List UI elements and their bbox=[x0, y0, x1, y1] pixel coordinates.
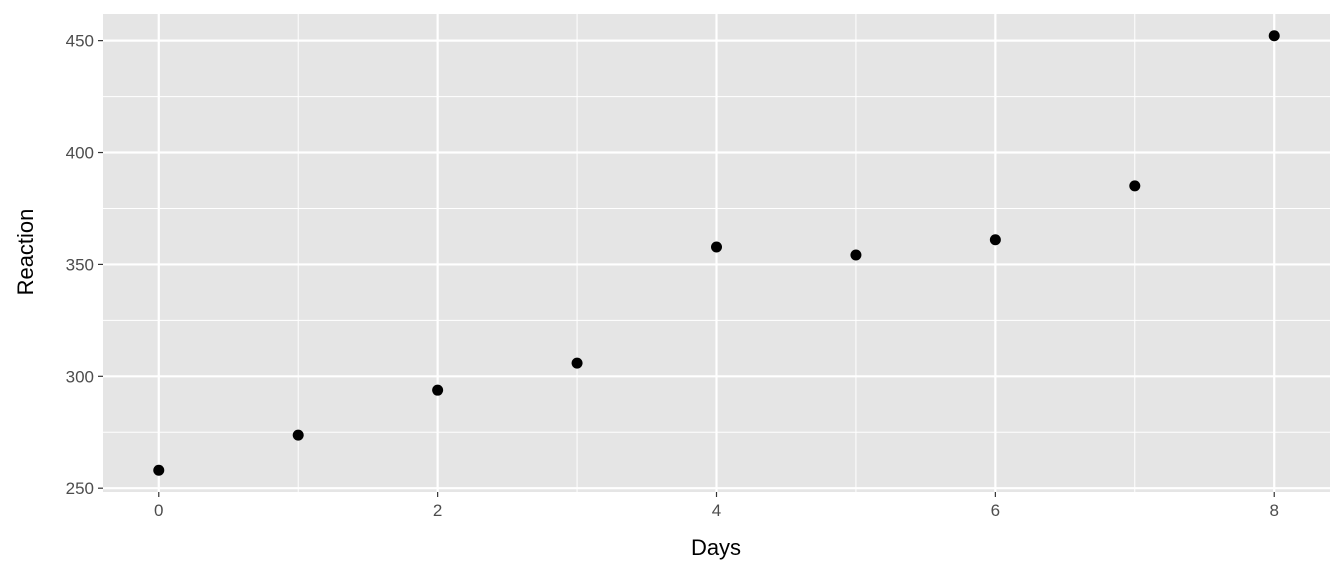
data-points bbox=[153, 30, 1280, 476]
x-axis-title: Days bbox=[691, 535, 741, 560]
x-tick-label: 8 bbox=[1269, 501, 1278, 520]
data-point bbox=[850, 249, 862, 261]
axes: 250 300 350 400 450 0 2 4 6 8 bbox=[66, 32, 1279, 520]
data-point bbox=[1268, 30, 1280, 42]
data-point bbox=[1129, 180, 1141, 192]
x-tick-label: 0 bbox=[154, 501, 163, 520]
data-point bbox=[292, 429, 304, 441]
data-point bbox=[711, 241, 722, 253]
y-tick-label: 450 bbox=[66, 32, 94, 51]
x-tick-label: 4 bbox=[712, 501, 721, 520]
y-tick-label: 300 bbox=[66, 367, 94, 386]
x-tick-label: 2 bbox=[433, 501, 442, 520]
data-point bbox=[989, 234, 1001, 246]
data-point bbox=[432, 384, 444, 396]
data-point bbox=[153, 464, 165, 476]
x-tick-label: 6 bbox=[991, 501, 1000, 520]
gridlines bbox=[103, 14, 1330, 492]
data-point bbox=[571, 357, 583, 369]
y-tick-label: 400 bbox=[66, 144, 94, 163]
y-axis-title: Reaction bbox=[13, 209, 38, 296]
y-tick-label: 250 bbox=[66, 479, 94, 498]
y-tick-label: 350 bbox=[66, 255, 94, 274]
